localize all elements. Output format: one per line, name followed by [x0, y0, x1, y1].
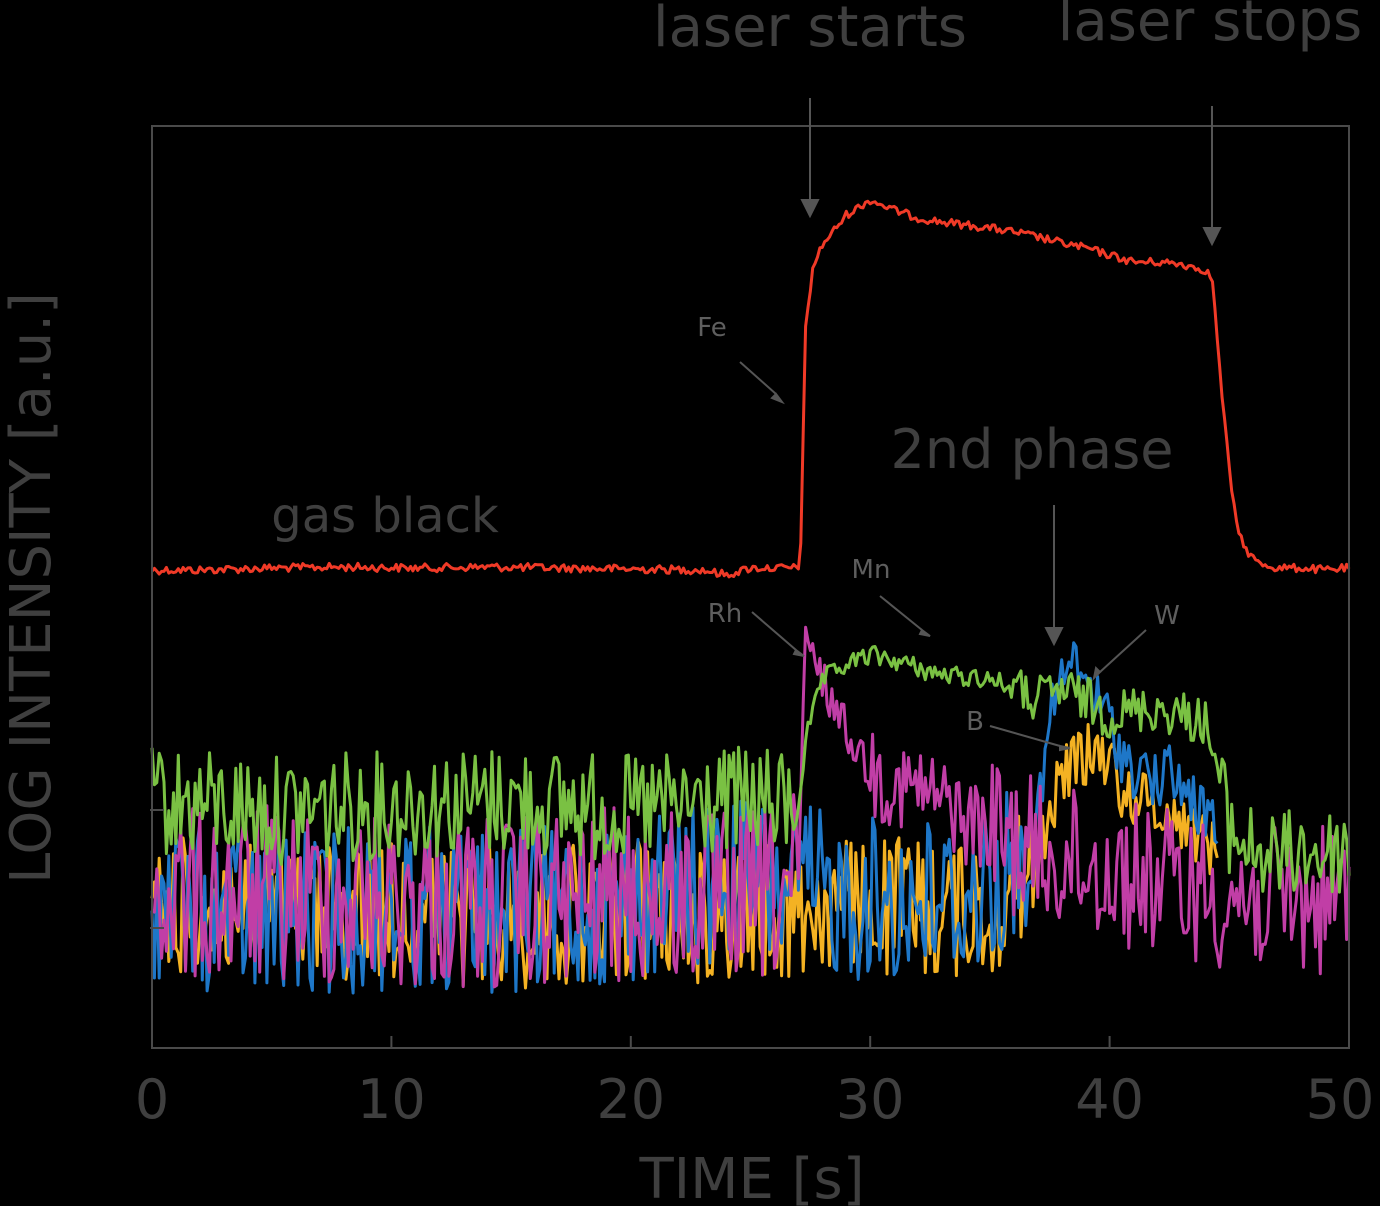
label-mn: Mn — [852, 555, 891, 585]
label-b: B — [966, 707, 984, 737]
x-tick-label: 0 — [135, 1068, 169, 1131]
x-tick-label: 30 — [836, 1068, 905, 1131]
series-mn — [150, 645, 1351, 894]
arrow-mn — [918, 628, 931, 637]
annotation-laser-stops: laser stops — [1058, 0, 1362, 54]
annotation-second-phase: 2nd phase — [891, 418, 1174, 481]
label-rh: Rh — [708, 599, 743, 629]
x-tick-label: 20 — [596, 1068, 665, 1131]
x-tick-label: 10 — [357, 1068, 426, 1131]
series-fe — [150, 199, 1351, 579]
annotation-arrows — [739, 98, 1222, 752]
annotation-gas-black: gas black — [271, 488, 499, 544]
series-rh — [151, 625, 1351, 989]
label-fe: Fe — [697, 313, 727, 343]
arrow-laser-stops — [1202, 227, 1222, 247]
plot-frame — [151, 125, 1350, 1049]
arrow-laser-starts — [800, 199, 820, 219]
x-tick-label: 50 — [1306, 1068, 1375, 1131]
arrow-fe — [770, 392, 785, 405]
x-tick-label: 40 — [1075, 1068, 1144, 1131]
traces — [150, 199, 1351, 995]
arrow-b — [1059, 744, 1071, 752]
arrow-second-phase — [1044, 627, 1064, 647]
annotation-laser-starts: laser starts — [653, 0, 967, 60]
label-w: W — [1154, 601, 1180, 631]
x-ticks: 0 10 20 30 40 50 — [135, 1036, 1375, 1131]
arrow-w — [1092, 665, 1102, 682]
x-axis-label: TIME [s] — [638, 1147, 864, 1206]
arrow-rh — [792, 648, 805, 657]
y-axis-label: LOG INTENSITY [a.u.] — [0, 292, 64, 884]
